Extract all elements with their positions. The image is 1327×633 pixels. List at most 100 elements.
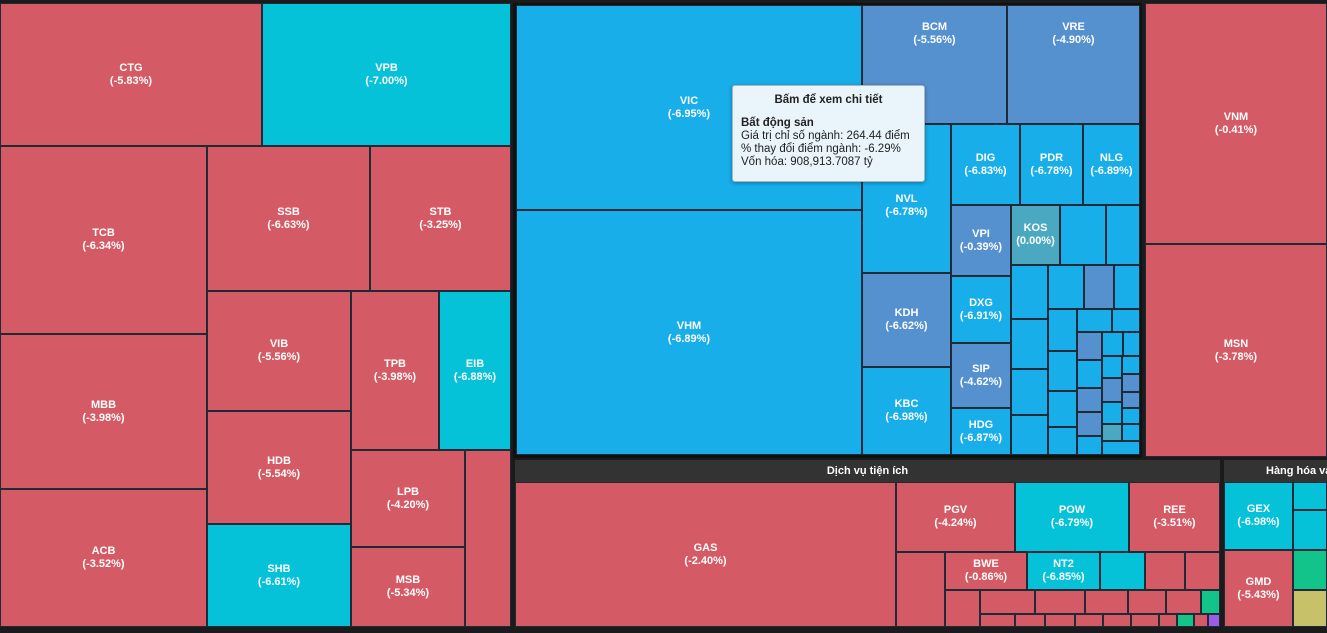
tile-small[interactable] [1048,351,1077,391]
tile-vnm[interactable]: VNM (-0.41%) [1145,3,1327,244]
tile-small[interactable] [1103,614,1131,627]
tile-ree[interactable]: REE (-3.51%) [1129,482,1220,552]
tile-small[interactable] [980,614,1015,627]
tile-small[interactable] [1075,614,1103,627]
tile-small[interactable] [1122,408,1140,424]
tile-shb[interactable]: SHB (-6.61%) [207,524,351,627]
tile-small[interactable] [1084,265,1114,309]
tile-small[interactable] [1102,378,1122,402]
tile-small[interactable] [1145,552,1185,590]
tile-stb[interactable]: STB (-3.25%) [370,146,511,291]
tile-small[interactable] [1128,590,1166,614]
tile-nt2[interactable]: NT2 (-6.85%) [1027,552,1100,590]
tile-small[interactable] [1123,332,1140,356]
tile-small[interactable] [1077,388,1102,412]
tile-pgv[interactable]: PGV (-4.24%) [896,482,1015,552]
tile-unlabeled-bank[interactable] [465,450,511,627]
tile-ssb[interactable]: SSB (-6.63%) [207,146,370,291]
tile-mbb[interactable]: MBB (-3.98%) [0,334,207,489]
tile-small[interactable] [1048,427,1077,455]
tile-tpb[interactable]: TPB (-3.98%) [351,291,439,450]
tile-small[interactable] [1122,424,1140,441]
tile-small[interactable] [1011,415,1048,455]
tile-bwe[interactable]: BWE (-0.86%) [945,552,1027,590]
tile-small[interactable] [1159,614,1177,627]
tile-msn[interactable]: MSN (-3.78%) [1145,244,1327,457]
tile-small[interactable] [1102,441,1140,455]
tile-small[interactable] [1102,332,1123,356]
tile-small[interactable] [1293,482,1327,510]
tile-kos[interactable]: KOS (0.00%) [1011,205,1060,265]
tile-small[interactable] [1011,265,1048,319]
tile-small[interactable] [1122,374,1140,392]
sector-header-utilities[interactable]: Dịch vụ tiện ích [515,460,1220,482]
tile-dig[interactable]: DIG (-6.83%) [951,124,1020,205]
tile-nlg[interactable]: NLG (-6.89%) [1083,124,1140,205]
tile-vre[interactable]: VRE (-4.90%) [1007,5,1140,124]
tile-small[interactable] [1293,590,1327,627]
tile-gas[interactable]: GAS (-2.40%) [515,482,896,627]
tile-small[interactable] [1077,360,1102,388]
tile-small[interactable] [945,590,980,627]
tile-dxg[interactable]: DXG (-6.91%) [951,276,1011,343]
tile-gex[interactable]: GEX (-6.98%) [1224,482,1293,550]
tile-small[interactable] [1112,309,1140,332]
tile-small[interactable] [1194,614,1208,627]
tile-small[interactable] [1114,265,1140,309]
tile-small[interactable] [1077,309,1112,332]
tile-eib[interactable]: EIB (-6.88%) [439,291,511,450]
ticker-label: VIC [679,94,699,107]
tile-pow[interactable]: POW (-6.79%) [1015,482,1129,552]
tile-small[interactable] [1045,614,1075,627]
tile-small[interactable] [1131,614,1159,627]
tile-small[interactable] [1293,510,1327,550]
tile-pdr[interactable]: PDR (-6.78%) [1020,124,1083,205]
tile-small[interactable] [1077,412,1102,436]
tile-small[interactable] [1011,369,1048,415]
tile-tcb[interactable]: TCB (-6.34%) [0,146,207,334]
tile-small[interactable] [896,552,945,627]
tile-small[interactable] [1048,309,1077,351]
tile-small[interactable] [1177,614,1194,627]
tile-kbc[interactable]: KBC (-6.98%) [862,367,951,455]
tile-small[interactable] [1077,436,1102,455]
tile-small[interactable] [1077,332,1102,360]
sector-header-commodities[interactable]: Hàng hóa và [1224,460,1327,482]
tile-small[interactable] [1060,205,1106,265]
tile-small[interactable] [1085,590,1128,614]
tile-vpi[interactable]: VPI (-0.39%) [951,205,1011,276]
tile-ctg[interactable]: CTG (-5.83%) [0,3,262,146]
tile-sip[interactable]: SIP (-4.62%) [951,343,1011,408]
tile-lpb[interactable]: LPB (-4.20%) [351,450,465,547]
tile-small[interactable] [1102,424,1122,441]
tile-small[interactable] [1122,392,1140,408]
tile-small[interactable] [1035,590,1085,614]
tile-small[interactable] [1166,590,1201,614]
sector-tooltip[interactable]: Bấm để xem chi tiết Bất động sản Giá trị… [732,85,925,182]
tile-small[interactable] [1100,552,1145,590]
tile-small[interactable] [1106,205,1140,265]
tile-kdh[interactable]: KDH (-6.62%) [862,273,951,367]
tile-small[interactable] [1293,550,1327,590]
tile-small[interactable] [980,590,1035,614]
tile-small[interactable] [1208,614,1220,627]
ticker-label: MSN [1223,337,1249,350]
tile-gmd[interactable]: GMD (-5.43%) [1224,550,1293,627]
tile-msb[interactable]: MSB (-5.34%) [351,547,465,627]
tile-acb[interactable]: ACB (-3.52%) [0,489,207,627]
tile-vhm[interactable]: VHM (-6.89%) [516,210,862,455]
tile-vib[interactable]: VIB (-5.56%) [207,291,351,411]
tile-small[interactable] [1102,356,1122,378]
tile-hdb[interactable]: HDB (-5.54%) [207,411,351,524]
tile-small[interactable] [1048,265,1084,309]
tile-small[interactable] [1011,319,1048,369]
tile-hdg[interactable]: HDG (-6.87%) [951,408,1011,455]
tile-small[interactable] [1102,402,1122,424]
tile-small[interactable] [1015,614,1045,627]
tile-vpb[interactable]: VPB (-7.00%) [262,3,511,146]
tile-small[interactable] [1201,590,1220,614]
ticker-label: MSB [395,574,421,586]
tile-small[interactable] [1048,391,1077,427]
tile-small[interactable] [1185,552,1220,590]
tile-small[interactable] [1122,356,1140,374]
